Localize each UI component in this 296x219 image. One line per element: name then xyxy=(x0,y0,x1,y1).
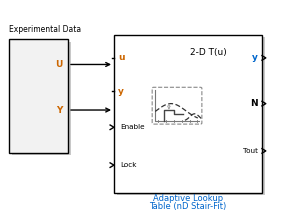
Text: y: y xyxy=(118,87,124,95)
FancyBboxPatch shape xyxy=(9,39,68,153)
Text: Lock: Lock xyxy=(120,162,137,168)
Text: u: u xyxy=(118,53,124,62)
FancyBboxPatch shape xyxy=(117,37,265,195)
Text: Experimental Data: Experimental Data xyxy=(9,25,81,34)
Text: Table (nD Stair-Fit): Table (nD Stair-Fit) xyxy=(149,202,226,211)
Text: 2-D T(u): 2-D T(u) xyxy=(190,48,227,57)
Text: Tout: Tout xyxy=(243,148,258,154)
Text: Enable: Enable xyxy=(120,124,145,130)
FancyBboxPatch shape xyxy=(114,35,262,193)
Text: N: N xyxy=(250,99,258,108)
FancyBboxPatch shape xyxy=(12,42,71,155)
Text: Adaptive Lookup: Adaptive Lookup xyxy=(153,194,223,203)
Text: U: U xyxy=(55,60,63,69)
Text: y: y xyxy=(252,53,258,62)
Text: Y: Y xyxy=(56,106,63,115)
